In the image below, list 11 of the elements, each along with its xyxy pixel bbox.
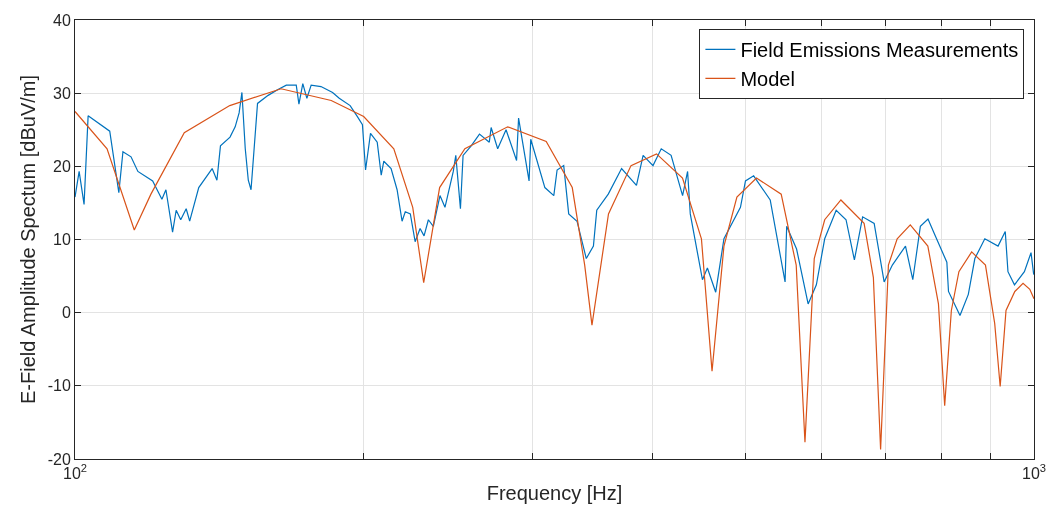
y-tick-label: 20 [53, 157, 71, 175]
x-tick-label: 10$^{3}$ [1021, 462, 1047, 483]
y-tick-label: 40 [53, 11, 71, 29]
y-tick-label: 30 [53, 84, 71, 102]
legend-label: Field Emissions Measurements [740, 39, 1019, 62]
y-tick-label: 10 [53, 231, 71, 249]
y-tick-label: -10 [47, 377, 71, 395]
y-tick-label: 0 [61, 304, 71, 322]
y-axis-title: E-Field Amplitude Spectum [dBuV/m] [17, 74, 40, 405]
x-axis-title: Frequency [Hz] [486, 481, 623, 504]
legend-label: Model [740, 68, 795, 91]
